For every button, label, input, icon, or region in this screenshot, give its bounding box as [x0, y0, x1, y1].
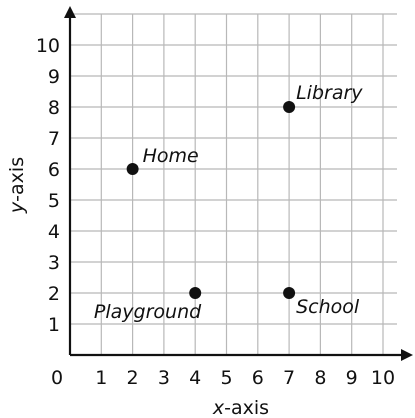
y-axis-arrow: [64, 6, 76, 18]
y-tick-labels: 1 2 3 4 5 6 7 8 9 10: [36, 35, 60, 336]
y-tick-label: 2: [48, 283, 60, 305]
point-home: [126, 163, 139, 175]
x-axis-arrow: [401, 349, 413, 361]
point-playground: [189, 287, 202, 299]
y-tick-label: 3: [48, 252, 60, 274]
data-point-labels: Home Library Playground School: [94, 82, 363, 323]
label-home: Home: [143, 145, 199, 167]
point-library: [283, 101, 296, 113]
x-tick-label: 8: [314, 367, 326, 389]
x-tick-labels: 1 2 3 4 5 6 7 8 9 10: [95, 367, 395, 389]
y-tick-label: 9: [48, 66, 60, 88]
y-tick-label: 6: [48, 159, 60, 181]
label-library: Library: [296, 82, 363, 104]
y-tick-label: 7: [48, 128, 60, 150]
x-tick-label: 9: [346, 367, 358, 389]
y-tick-label: 1: [48, 314, 60, 336]
y-tick-label: 4: [48, 221, 60, 243]
x-tick-label: 1: [95, 367, 107, 389]
x-axis-title: x-axis: [212, 397, 269, 418]
y-axis-title-var: y: [6, 201, 28, 214]
x-tick-label: 3: [158, 367, 170, 389]
y-tick-label: 5: [48, 190, 60, 212]
y-tick-label: 10: [36, 35, 60, 57]
x-axis-title-var: x: [212, 397, 225, 418]
label-playground: Playground: [94, 301, 202, 323]
x-tick-label: 6: [252, 367, 264, 389]
y-axis-title: y-axis: [6, 157, 28, 214]
x-axis-title-rest: -axis: [224, 397, 269, 418]
x-tick-label: 4: [189, 367, 201, 389]
x-tick-label: 10: [371, 367, 395, 389]
x-tick-label: 2: [127, 367, 139, 389]
x-tick-label: 5: [220, 367, 232, 389]
data-points: [126, 101, 296, 299]
label-school: School: [296, 296, 360, 318]
axes: [64, 6, 413, 361]
y-axis-title-rest: -axis: [6, 157, 28, 202]
grid: [70, 13, 397, 355]
y-tick-label: 8: [48, 97, 60, 119]
origin-label: 0: [51, 367, 63, 389]
point-school: [283, 287, 296, 299]
x-tick-label: 7: [283, 367, 295, 389]
